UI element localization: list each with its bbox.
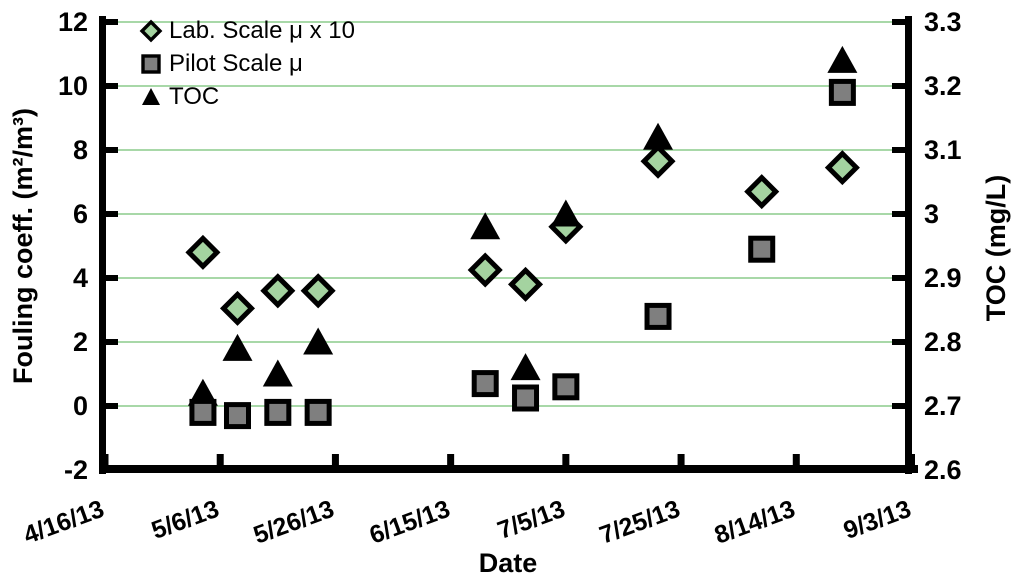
- y-left-tick: [106, 19, 118, 25]
- lab-scale-data-point: [824, 150, 860, 186]
- x-tick: [677, 454, 685, 465]
- y-right-tick: [892, 19, 905, 25]
- legend-item-toc: TOC: [138, 80, 355, 113]
- toc-data-point: [550, 199, 581, 227]
- legend-label: TOC: [169, 82, 220, 110]
- y-right-tick-label: 2.7: [924, 391, 962, 421]
- square-icon: [138, 52, 164, 76]
- x-tick: [331, 454, 339, 465]
- lab-scale-data-point: [185, 234, 221, 270]
- x-tick: [101, 454, 109, 465]
- y-right-tick-label: 3.2: [924, 71, 962, 101]
- pilot-scale-data-point: [748, 235, 776, 263]
- toc-data-point: [643, 122, 674, 150]
- lab-scale-data-point: [640, 143, 676, 179]
- x-tick: [216, 454, 224, 465]
- y-left-tick-label: 2: [72, 327, 88, 357]
- x-axis-spine: [99, 465, 918, 473]
- y-right-tick: [892, 275, 905, 281]
- x-axis-title: Date: [478, 548, 538, 578]
- y-left-tick-label: 10: [57, 71, 88, 101]
- y-left-tick-label: 6: [72, 199, 88, 229]
- toc-data-point: [262, 359, 293, 387]
- toc-data-point: [510, 353, 541, 381]
- y-left-tick-label: 8: [72, 135, 88, 165]
- y-right-tick-label: 2.8: [924, 327, 962, 357]
- lab-scale-data-point: [744, 174, 780, 210]
- y-left-tick: [106, 275, 118, 281]
- y-left-tick-label: -2: [63, 455, 88, 485]
- pilot-scale-data-point: [512, 384, 540, 412]
- y-left-tick: [106, 83, 118, 89]
- lab-scale-data-point: [507, 266, 544, 302]
- y-left-tick-label: 12: [57, 7, 88, 37]
- y-left-tick: [106, 147, 118, 153]
- triangle-icon: [138, 85, 164, 109]
- y-right-tick: [892, 83, 905, 89]
- legend-item-lab-scale: Lab. Scale μ x 10: [138, 14, 355, 47]
- y-right-tick: [892, 211, 905, 217]
- y-right-tick: [892, 403, 905, 409]
- y-right-tick-label: 3.3: [924, 7, 962, 37]
- lab-scale-data-point: [219, 290, 256, 326]
- legend: Lab. Scale μ x 10 Pilot Scale μ TOC: [138, 14, 355, 113]
- toc-data-point: [303, 327, 334, 355]
- pilot-scale-data-point: [304, 398, 332, 426]
- lab-scale-data-point: [260, 273, 296, 309]
- x-tick: [447, 454, 455, 465]
- x-tick: [792, 454, 800, 465]
- y-right-tick: [892, 339, 905, 345]
- y-left-tick: [106, 211, 118, 217]
- lab-scale-data-point: [467, 252, 503, 288]
- pilot-scale-data-point: [644, 302, 672, 330]
- diamond-icon: [138, 19, 164, 43]
- pilot-scale-data-point: [223, 402, 251, 430]
- pilot-scale-data-point: [471, 370, 499, 398]
- y-right-tick: [892, 147, 905, 153]
- toc-data-point: [470, 212, 501, 240]
- y-right-tick-label: 2.6: [924, 455, 962, 485]
- legend-label: Pilot Scale μ: [169, 49, 303, 77]
- pilot-scale-data-point: [189, 398, 217, 426]
- toc-data-point: [827, 45, 858, 73]
- lab-scale-data-point: [300, 273, 336, 309]
- y-left-tick-label: 0: [72, 391, 88, 421]
- pilot-scale-data-point: [828, 78, 856, 106]
- y-right-tick: [892, 467, 905, 473]
- y-left-tick: [106, 403, 118, 409]
- pilot-scale-data-point: [264, 398, 292, 426]
- legend-item-pilot-scale: Pilot Scale μ: [138, 47, 355, 80]
- y-right-tick-label: 3: [924, 199, 940, 229]
- y-right-tick-label: 2.9: [924, 263, 962, 293]
- x-tick: [562, 454, 570, 465]
- y-left-tick-label: 4: [72, 263, 88, 293]
- y-right-axis-spine: [905, 16, 912, 474]
- y-right-tick-label: 3.1: [924, 135, 962, 165]
- y-left-tick: [106, 467, 118, 473]
- y-left-tick: [106, 339, 118, 345]
- y-left-axis-spine: [99, 16, 106, 474]
- pilot-scale-data-point: [552, 373, 580, 401]
- x-tick: [908, 454, 915, 465]
- toc-data-point: [222, 333, 253, 361]
- legend-label: Lab. Scale μ x 10: [169, 16, 355, 44]
